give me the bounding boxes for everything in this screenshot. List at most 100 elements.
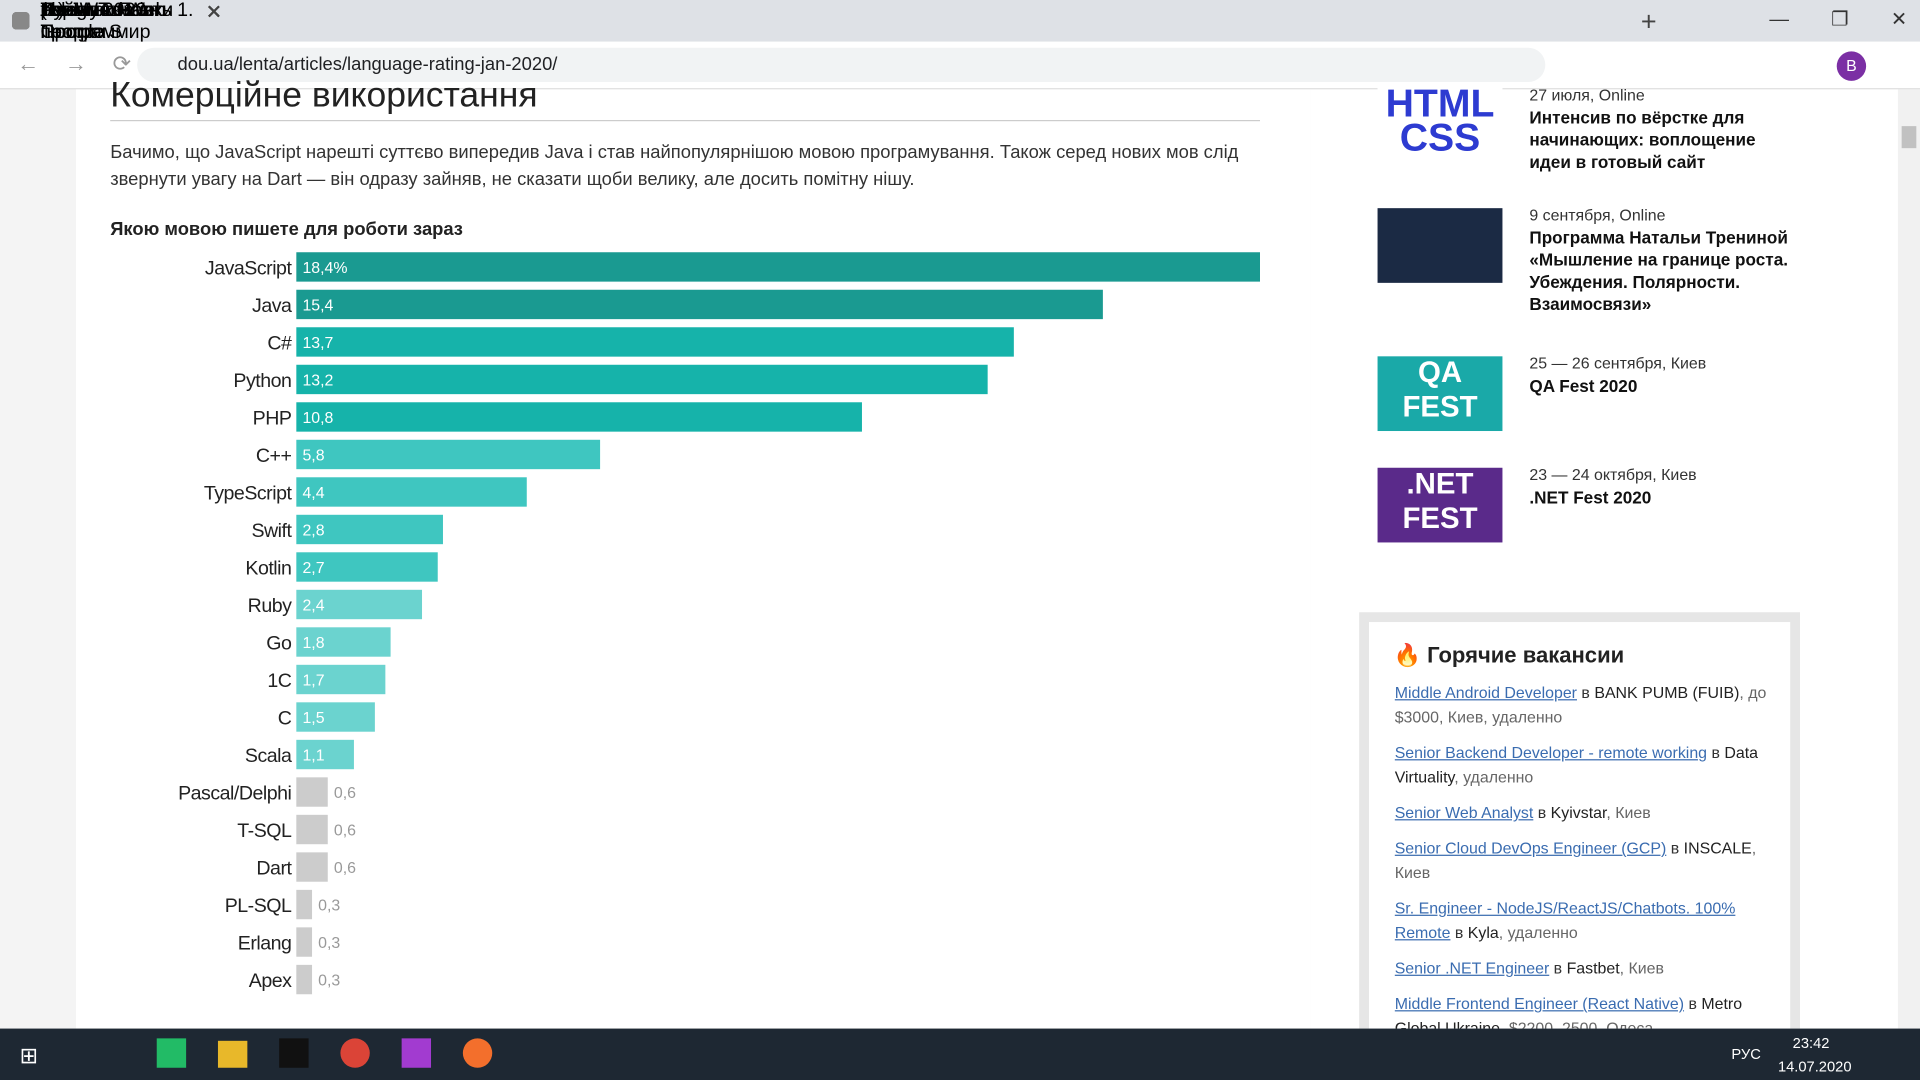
bar: [296, 439, 601, 470]
tab-close[interactable]: ✕: [205, 2, 223, 24]
image-text: HTML: [1385, 85, 1495, 125]
event-title[interactable]: .NET Fest 2020: [1529, 487, 1652, 507]
vacancy-list: Middle Android Developer в BANK PUMB (FU…: [1394, 681, 1775, 1029]
value-label: 1,8: [302, 635, 324, 652]
value-label: 10,8: [302, 410, 333, 427]
tab-title[interactable]: Лучшие Языки Програ: [40, 0, 174, 43]
event: 9 сентября, Online Программа Натальи Трен…: [1367, 206, 1808, 316]
event: HTML CSS 27 июля, Online Интенсив по вёрстк…: [1367, 85, 1808, 196]
company: Kyivstar: [1550, 803, 1607, 822]
bar: [296, 402, 862, 432]
tab-title[interactable]: Рейтинг мов програм: [40, 0, 153, 43]
app-icon[interactable]: [279, 1038, 309, 1068]
paragraph: Бачимо, що JavaScript нарешті суттєво ви…: [110, 142, 1239, 190]
bar: [296, 477, 527, 507]
new-tab[interactable]: +: [1640, 6, 1657, 37]
bar: [296, 814, 328, 845]
vacancy: Senior Cloud DevOps Engineer (GCP) в INS…: [1395, 836, 1775, 885]
value-label: 2,8: [302, 523, 324, 540]
value-label: 0,3: [318, 898, 340, 915]
value-label: 0,3: [318, 935, 340, 952]
category-label: Scala: [245, 745, 292, 767]
category-label: Kotlin: [245, 557, 291, 579]
vacancy-link[interactable]: Senior Backend Developer - remote workin…: [1394, 743, 1708, 762]
app-icon[interactable]: [156, 1038, 187, 1068]
category-label: C: [278, 707, 292, 729]
company: Fastbet: [1566, 958, 1620, 978]
scrollbar[interactable]: [1897, 89, 1920, 1029]
company: INSCALE: [1683, 838, 1752, 858]
tab-close[interactable]: ✕: [205, 2, 223, 24]
category-label: Apex: [249, 970, 292, 992]
language[interactable]: РУС: [1731, 1045, 1761, 1063]
value-label: 15,4: [302, 298, 333, 315]
tab-close[interactable]: ✕: [205, 2, 223, 24]
nav-buttons[interactable]: ← → ⟳: [17, 51, 132, 76]
chart-title: Якою мовою пишете для роботи зараз: [110, 219, 463, 240]
event: .NET FEST 23 — 24 октября, Киев .NET Fest 2…: [1367, 465, 1808, 575]
vacancy-link[interactable]: Middle Frontend Engineer (React Native): [1394, 994, 1685, 1013]
vacancy-details: , $2200–2500, Одеса: [1500, 1018, 1654, 1029]
vacancy-prep: в: [1688, 994, 1697, 1013]
event-image[interactable]: QA FEST: [1377, 356, 1503, 432]
bar: [296, 739, 354, 770]
url[interactable]: dou.ua/lenta/articles/language-rating-ja…: [177, 53, 558, 75]
event-image[interactable]: HTML CSS: [1377, 85, 1503, 161]
tab-title[interactable]: топ яп 2020 - Google S: [40, 0, 159, 43]
tab-close[interactable]: ✕: [205, 2, 223, 24]
value-label: 13,7: [302, 335, 333, 352]
category-label: Swift: [251, 520, 292, 542]
event-date: 23 — 24 октября, Киев: [1529, 465, 1697, 484]
tab-title[interactable]: Telegram Web: [40, 0, 167, 21]
category-label: Dart: [256, 857, 292, 879]
app-icon[interactable]: [217, 1040, 248, 1068]
app-icon[interactable]: [401, 1038, 432, 1068]
app-icon[interactable]: [340, 1038, 370, 1068]
start-button[interactable]: ⊞: [19, 1043, 39, 1068]
vacancy-box: [1368, 622, 1791, 1039]
event-title[interactable]: Интенсив по вёрстке для начинающих: вопл…: [1529, 107, 1756, 172]
app-icon[interactable]: [462, 1038, 493, 1068]
vacancy-prep: в: [1711, 743, 1720, 762]
tab-close[interactable]: ✕: [205, 2, 223, 24]
vacancy-link[interactable]: Senior .NET Engineer: [1394, 958, 1550, 978]
bar: [296, 889, 313, 920]
vacancy-link[interactable]: Senior Cloud DevOps Engineer (GCP): [1394, 838, 1667, 858]
bar: [296, 252, 1260, 282]
tab-close[interactable]: ✕: [205, 2, 223, 24]
vacancy-link[interactable]: Sr. Engineer - NodeJS/ReactJS/Chatbots. …: [1394, 898, 1736, 942]
event-image[interactable]: [1377, 208, 1503, 283]
clock-time[interactable]: 23:42: [1792, 1034, 1830, 1052]
taskbar: [0, 1028, 1920, 1080]
value-label: 1,1: [302, 748, 324, 765]
bar: [296, 852, 328, 882]
window-controls[interactable]: — ❐ ✕: [1769, 9, 1908, 31]
tab-title[interactable]: phpMyAdmin: [40, 0, 155, 21]
category-label: PL-SQL: [225, 895, 292, 917]
tab-close[interactable]: ✕: [205, 2, 223, 24]
vacancy-link[interactable]: Senior Web Analyst: [1394, 803, 1534, 822]
vacancies-title: 🔥 Горячие вакансии: [1393, 643, 1624, 669]
tab-title[interactable]: (1) JWT. Часть 1. Теори: [40, 0, 194, 43]
event-image[interactable]: .NET FEST: [1377, 467, 1503, 543]
tab-title[interactable]: 7 языков программир: [40, 0, 151, 43]
image-text: CSS: [1399, 115, 1481, 160]
event-title[interactable]: Программа Натальи Трениной «Мышление на …: [1529, 227, 1789, 314]
vacancy-prep: в: [1670, 838, 1680, 858]
image-text: FEST: [1402, 390, 1478, 424]
omnibox[interactable]: [137, 47, 1546, 83]
event-title[interactable]: QA Fest 2020: [1529, 375, 1638, 396]
profile[interactable]: B: [1836, 51, 1867, 81]
bar: [296, 927, 313, 957]
vacancy-details: , удаленно: [1454, 767, 1534, 787]
category-label: C#: [267, 332, 292, 354]
heading-rule: [110, 120, 1260, 122]
category-label: T-SQL: [237, 820, 292, 842]
image-text: .NET: [1406, 467, 1474, 501]
clock-date[interactable]: 14.07.2020: [1777, 1057, 1852, 1076]
vacancy-link[interactable]: Middle Android Developer: [1394, 683, 1577, 702]
vacancy-details: , до $3000, Киев, удаленно: [1394, 683, 1767, 727]
bar: [296, 289, 1103, 320]
heading: Комерційне використання: [110, 75, 538, 116]
